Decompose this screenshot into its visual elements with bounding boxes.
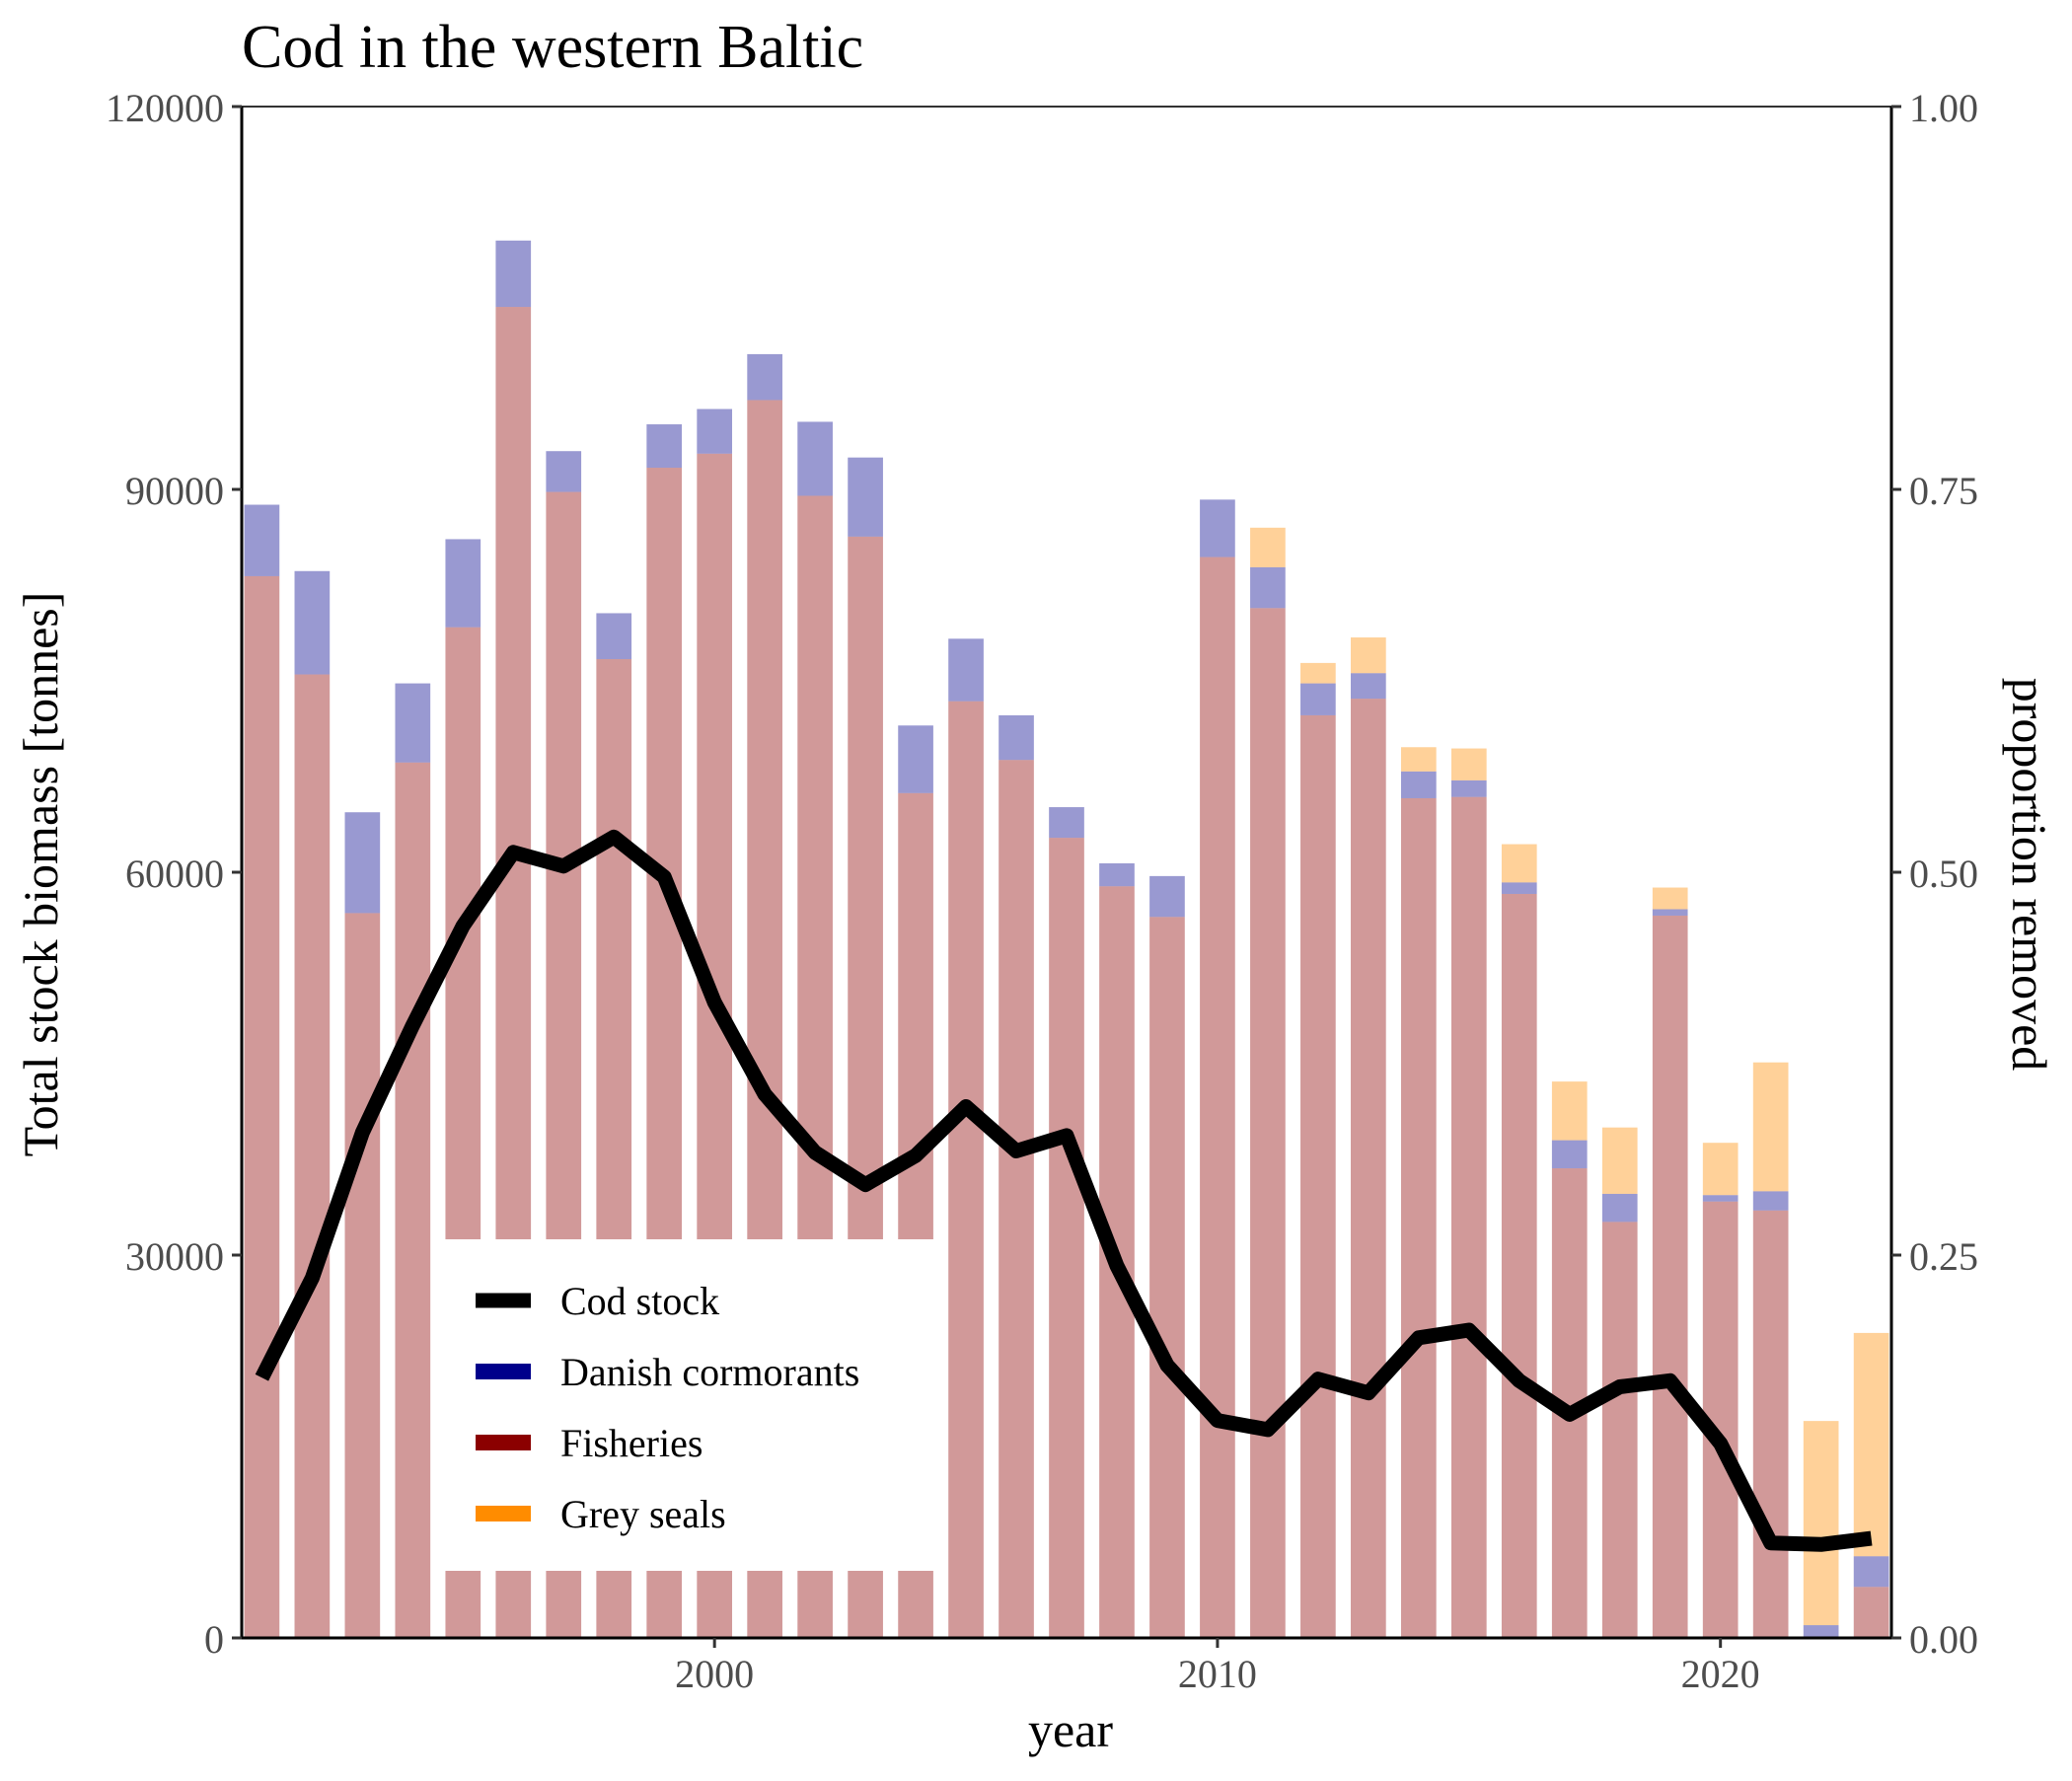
bar-danish-cormorants-2011 bbox=[1250, 566, 1286, 609]
bar-danish-cormorants-1998 bbox=[596, 613, 632, 660]
bar-danish-cormorants-2006 bbox=[999, 714, 1034, 761]
bar-fisheries-2021 bbox=[1752, 1210, 1789, 1638]
bar-danish-cormorants-2019 bbox=[1652, 909, 1688, 916]
bar-fisheries-1993 bbox=[344, 913, 381, 1638]
bar-fisheries-2019 bbox=[1652, 915, 1688, 1638]
bar-fisheries-2013 bbox=[1351, 699, 1386, 1638]
bar-grey-seals-2013 bbox=[1351, 637, 1386, 674]
bar-fisheries-2011 bbox=[1250, 608, 1286, 1638]
bar-danish-cormorants-1994 bbox=[395, 683, 431, 763]
bar-grey-seals-2017 bbox=[1551, 1081, 1588, 1141]
legend-swatch-grey-seals bbox=[476, 1506, 531, 1521]
bar-grey-seals-2012 bbox=[1300, 662, 1336, 684]
bar-danish-cormorants-2014 bbox=[1400, 771, 1437, 798]
bar-fisheries-2005 bbox=[948, 701, 984, 1638]
bar-danish-cormorants-1992 bbox=[294, 570, 331, 675]
bar-danish-cormorants-2004 bbox=[898, 725, 933, 793]
bar-danish-cormorants-2009 bbox=[1149, 875, 1185, 918]
legend-label-cod-stock: Cod stock bbox=[560, 1279, 719, 1323]
bar-danish-cormorants-2005 bbox=[948, 638, 984, 702]
y-tick-label-30000: 30000 bbox=[125, 1234, 224, 1279]
bar-danish-cormorants-2017 bbox=[1551, 1140, 1588, 1169]
legend-label-grey-seals: Grey seals bbox=[560, 1492, 726, 1536]
bar-fisheries-2023 bbox=[1853, 1587, 1889, 1638]
y2-axis-label: proportion removed bbox=[2002, 678, 2057, 1072]
bar-danish-cormorants-2018 bbox=[1601, 1193, 1638, 1223]
bar-fisheries-2007 bbox=[1049, 838, 1084, 1638]
bar-grey-seals-2016 bbox=[1501, 844, 1537, 883]
legend-label-fisheries: Fisheries bbox=[560, 1421, 703, 1465]
bar-danish-cormorants-2022 bbox=[1803, 1625, 1839, 1638]
bar-danish-cormorants-2003 bbox=[848, 457, 883, 537]
bar-grey-seals-2020 bbox=[1702, 1143, 1739, 1196]
y-tick-label-120000: 120000 bbox=[106, 86, 224, 130]
y-tick-label-0: 0 bbox=[204, 1617, 224, 1662]
bar-fisheries-2015 bbox=[1450, 796, 1487, 1638]
bar-danish-cormorants-1996 bbox=[495, 240, 532, 308]
bar-danish-cormorants-1991 bbox=[244, 504, 280, 576]
bar-danish-cormorants-2002 bbox=[797, 421, 833, 496]
bar-danish-cormorants-1995 bbox=[445, 539, 481, 628]
legend: Cod stock Danish cormorants Fisheries Grey … bbox=[444, 1239, 935, 1571]
x-tick-label-2010: 2010 bbox=[1178, 1652, 1257, 1696]
bar-fisheries-2012 bbox=[1300, 714, 1336, 1638]
line-layer bbox=[255, 829, 1873, 1552]
y-tick-label-90000: 90000 bbox=[125, 469, 224, 513]
bar-fisheries-1991 bbox=[244, 575, 280, 1638]
bar-fisheries-2014 bbox=[1400, 797, 1437, 1638]
bar-fisheries-1992 bbox=[294, 674, 331, 1638]
bar-danish-cormorants-2000 bbox=[697, 408, 733, 454]
y2-tick-label-0.00: 0.00 bbox=[1909, 1617, 1978, 1662]
bar-danish-cormorants-2010 bbox=[1200, 499, 1235, 557]
bar-danish-cormorants-1997 bbox=[546, 451, 582, 492]
chart-title: Cod in the western Baltic bbox=[242, 14, 863, 81]
bar-grey-seals-2018 bbox=[1601, 1127, 1638, 1194]
bar-fisheries-2016 bbox=[1501, 893, 1537, 1638]
bar-danish-cormorants-1993 bbox=[344, 812, 381, 914]
legend-label-danish-cormorants: Danish cormorants bbox=[560, 1350, 859, 1394]
bar-grey-seals-2022 bbox=[1803, 1421, 1839, 1626]
bar-grey-seals-2014 bbox=[1400, 747, 1437, 772]
y2-tick-label-0.25: 0.25 bbox=[1909, 1234, 1978, 1279]
bar-danish-cormorants-2013 bbox=[1351, 673, 1386, 700]
bar-fisheries-1994 bbox=[395, 762, 431, 1638]
bar-fisheries-2009 bbox=[1149, 917, 1185, 1638]
bar-grey-seals-2015 bbox=[1450, 748, 1487, 780]
legend-swatch-danish-cormorants bbox=[476, 1364, 531, 1379]
x-axis-label: year bbox=[1028, 1702, 1113, 1757]
x-tick-label-2020: 2020 bbox=[1681, 1652, 1760, 1696]
bar-danish-cormorants-2001 bbox=[747, 353, 782, 401]
bar-grey-seals-2011 bbox=[1250, 527, 1286, 567]
bar-grey-seals-2021 bbox=[1752, 1062, 1789, 1192]
y-tick-label-60000: 60000 bbox=[125, 852, 224, 896]
bar-danish-cormorants-2008 bbox=[1099, 862, 1135, 887]
bar-fisheries-2010 bbox=[1200, 557, 1235, 1639]
legend-swatch-fisheries bbox=[476, 1435, 531, 1450]
bar-danish-cormorants-2023 bbox=[1853, 1556, 1889, 1588]
cod-stock-line bbox=[255, 829, 1873, 1552]
axes-layer: 0 30000 60000 90000 120000 0.00 0.25 0.50 0.75 1.… bbox=[106, 86, 1978, 1696]
bar-danish-cormorants-2012 bbox=[1300, 683, 1336, 715]
bar-danish-cormorants-2016 bbox=[1501, 882, 1537, 894]
bar-grey-seals-2019 bbox=[1652, 887, 1688, 910]
y2-tick-label-0.75: 0.75 bbox=[1909, 469, 1978, 513]
bar-danish-cormorants-2020 bbox=[1702, 1195, 1739, 1202]
bar-danish-cormorants-2007 bbox=[1049, 807, 1084, 839]
bar-danish-cormorants-2021 bbox=[1752, 1191, 1789, 1211]
y2-tick-label-1.00: 1.00 bbox=[1909, 86, 1978, 130]
bar-fisheries-2006 bbox=[999, 760, 1034, 1638]
y2-tick-label-0.50: 0.50 bbox=[1909, 852, 1978, 896]
x-tick-label-2000: 2000 bbox=[675, 1652, 754, 1696]
bar-grey-seals-2023 bbox=[1853, 1332, 1889, 1557]
bar-danish-cormorants-1999 bbox=[646, 424, 683, 469]
y-axis-label: Total stock biomass [tonnes] bbox=[13, 592, 68, 1157]
bar-fisheries-2018 bbox=[1601, 1222, 1638, 1638]
bar-danish-cormorants-2015 bbox=[1450, 779, 1487, 797]
